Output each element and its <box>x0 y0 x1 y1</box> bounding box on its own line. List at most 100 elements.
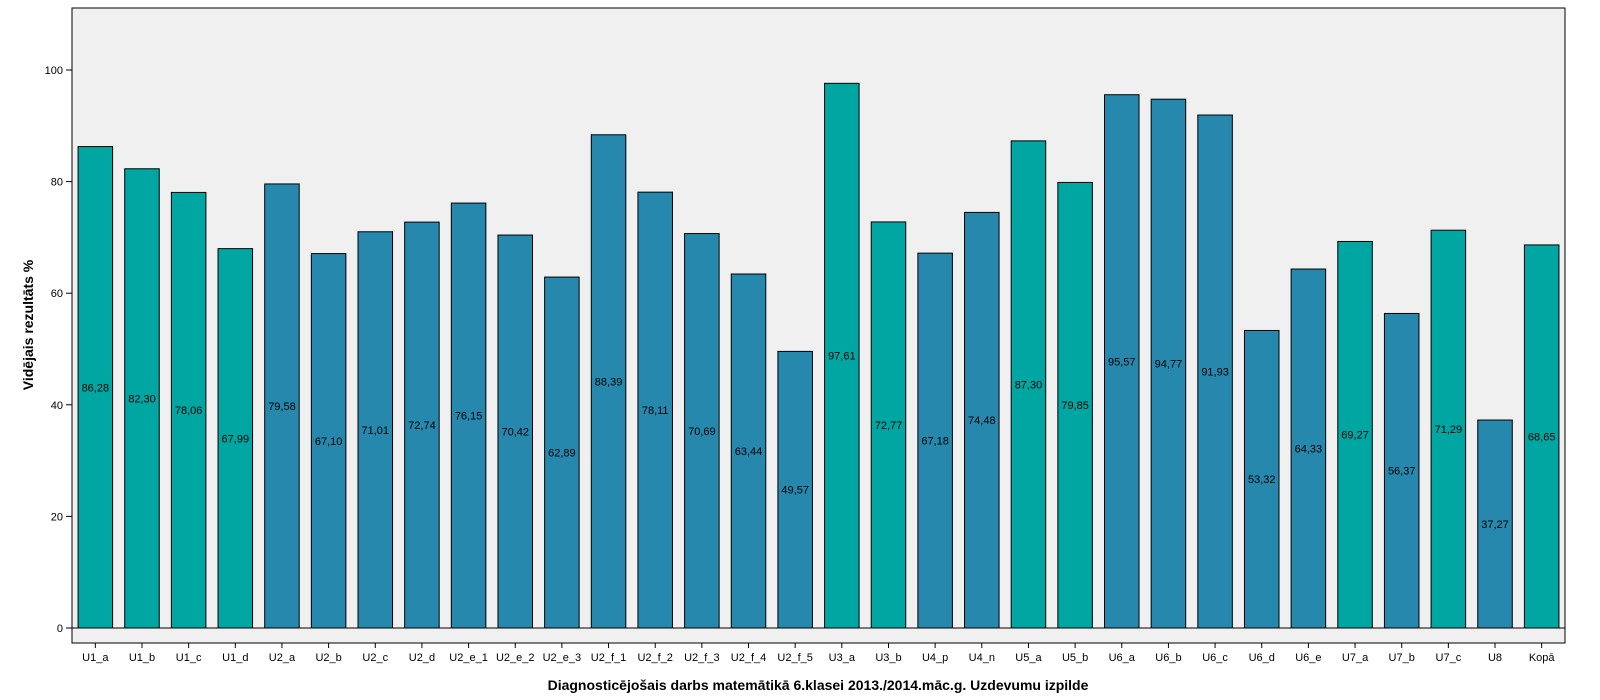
x-tick-label: U7_a <box>1342 652 1369 664</box>
y-tick-label: 40 <box>51 400 63 412</box>
bar-value-label: 74,48 <box>968 415 996 427</box>
bar <box>1477 419 1513 629</box>
x-axis: U1_a U1_b U1_c U1_d U2_a U2_b U2_c U2_d U2_e_1 U2… <box>72 627 1565 664</box>
bar-value-label: 68,65 <box>1528 431 1556 443</box>
bar <box>404 221 440 629</box>
bar-value-label: 67,99 <box>222 433 250 445</box>
bar <box>1290 268 1327 629</box>
bar-value-label: 91,93 <box>1201 367 1229 379</box>
bar <box>310 253 347 629</box>
bar-value-label: 88,39 <box>595 376 623 388</box>
bar-value-label: 62,89 <box>548 448 576 460</box>
bar <box>964 211 1000 629</box>
bar-value-label: 79,85 <box>1061 400 1089 412</box>
x-tick-label: U5_a <box>1015 652 1042 664</box>
x-tick-label: U2_f_2 <box>637 652 672 664</box>
bar-value-label: 71,29 <box>1435 424 1463 436</box>
bar-value-label: 69,27 <box>1341 430 1369 442</box>
y-tick-label: 80 <box>51 177 63 189</box>
bar-value-label: 86,28 <box>82 382 110 394</box>
x-tick-label: U2_a <box>269 652 296 664</box>
x-tick-label: U6_c <box>1202 652 1228 664</box>
x-tick-label: U4_n <box>969 652 995 664</box>
x-tick-label: U2_d <box>409 652 435 664</box>
bar <box>264 183 300 629</box>
bars: 86,28 82,30 78,06 67,99 79,58 67,10 71,01 72,74… <box>77 82 1560 629</box>
bar-value-label: 37,27 <box>1481 519 1509 531</box>
bar-value-label: 71,01 <box>362 425 390 437</box>
bar-value-label: 53,32 <box>1248 474 1276 486</box>
bar-value-label: 56,37 <box>1388 466 1416 478</box>
x-tick-label: U5_b <box>1062 652 1088 664</box>
x-tick-label: U6_e <box>1295 652 1321 664</box>
bar <box>1150 98 1187 629</box>
bar <box>1104 94 1140 629</box>
bar-value-label: 82,30 <box>128 393 156 405</box>
bar <box>870 221 907 629</box>
bar-value-label: 64,33 <box>1295 444 1323 456</box>
bar-value-label: 78,11 <box>642 405 669 417</box>
bar-value-label: 95,57 <box>1108 356 1136 368</box>
x-tick-label: U7_c <box>1436 652 1462 664</box>
x-tick-label: U3_a <box>829 652 856 664</box>
x-tick-label: U2_e_3 <box>543 652 582 664</box>
x-tick-label: U1_a <box>82 652 109 664</box>
y-tick-label: 60 <box>51 288 63 300</box>
x-tick-label: U6_d <box>1249 652 1275 664</box>
x-tick-label: U6_a <box>1109 652 1136 664</box>
bar <box>77 146 114 629</box>
bar <box>824 82 860 629</box>
y-tick-label: 0 <box>57 623 63 635</box>
bar <box>1010 140 1047 629</box>
bar <box>730 273 767 629</box>
bar-value-label: 87,30 <box>1015 379 1043 391</box>
bar-value-label: 97,61 <box>828 351 856 363</box>
y-axis: 0 20 40 60 80 100 <box>45 65 72 635</box>
bar <box>124 168 160 629</box>
x-tick-label: U1_d <box>222 652 248 664</box>
bar-value-label: 76,15 <box>455 411 483 423</box>
x-tick-label: U1_b <box>129 652 155 664</box>
bar <box>170 191 207 629</box>
bar-value-label: 70,42 <box>501 427 529 439</box>
x-tick-label: Kopā <box>1529 652 1556 664</box>
x-tick-label: U2_b <box>315 652 341 664</box>
y-tick-label: 100 <box>45 65 63 77</box>
bar <box>217 248 254 629</box>
bar <box>497 234 533 629</box>
x-tick-label: U2_f_3 <box>684 652 719 664</box>
x-tick-label: U2_f_4 <box>731 652 766 664</box>
y-axis-title: Vidējais rezultāts % <box>20 259 36 390</box>
bar <box>684 233 720 629</box>
bar-value-label: 72,74 <box>408 420 436 432</box>
bar <box>450 202 487 629</box>
x-axis-title: Diagnosticējošais darbs matemātikā 6.kla… <box>548 677 1089 693</box>
bar-value-label: 67,10 <box>315 436 343 448</box>
bar-value-label: 49,57 <box>781 485 809 497</box>
x-tick-label: U2_c <box>362 652 388 664</box>
bar <box>1383 312 1420 629</box>
x-tick-label: U4_p <box>922 652 948 664</box>
bar <box>590 134 627 629</box>
bar <box>1430 229 1467 629</box>
bar <box>1337 240 1373 629</box>
x-tick-label: U2_f_5 <box>777 652 812 664</box>
x-tick-label: U2_e_1 <box>449 652 488 664</box>
y-tick-label: 20 <box>51 511 63 523</box>
bar-value-label: 63,44 <box>735 446 763 458</box>
x-tick-label: U7_b <box>1389 652 1415 664</box>
x-tick-label: U2_e_2 <box>496 652 535 664</box>
bar-value-label: 72,77 <box>875 420 903 432</box>
bar-value-label: 79,58 <box>268 401 296 413</box>
bar <box>1523 244 1560 629</box>
bar-value-label: 70,69 <box>688 426 716 438</box>
bar-value-label: 78,06 <box>175 405 203 417</box>
x-tick-label: U1_c <box>176 652 202 664</box>
x-tick-label: U3_b <box>875 652 901 664</box>
x-tick-label: U2_f_1 <box>591 652 626 664</box>
bar-value-label: 67,18 <box>921 436 949 448</box>
x-tick-label: U8 <box>1488 652 1502 664</box>
bar <box>637 191 673 629</box>
bar-value-label: 94,77 <box>1155 359 1183 371</box>
